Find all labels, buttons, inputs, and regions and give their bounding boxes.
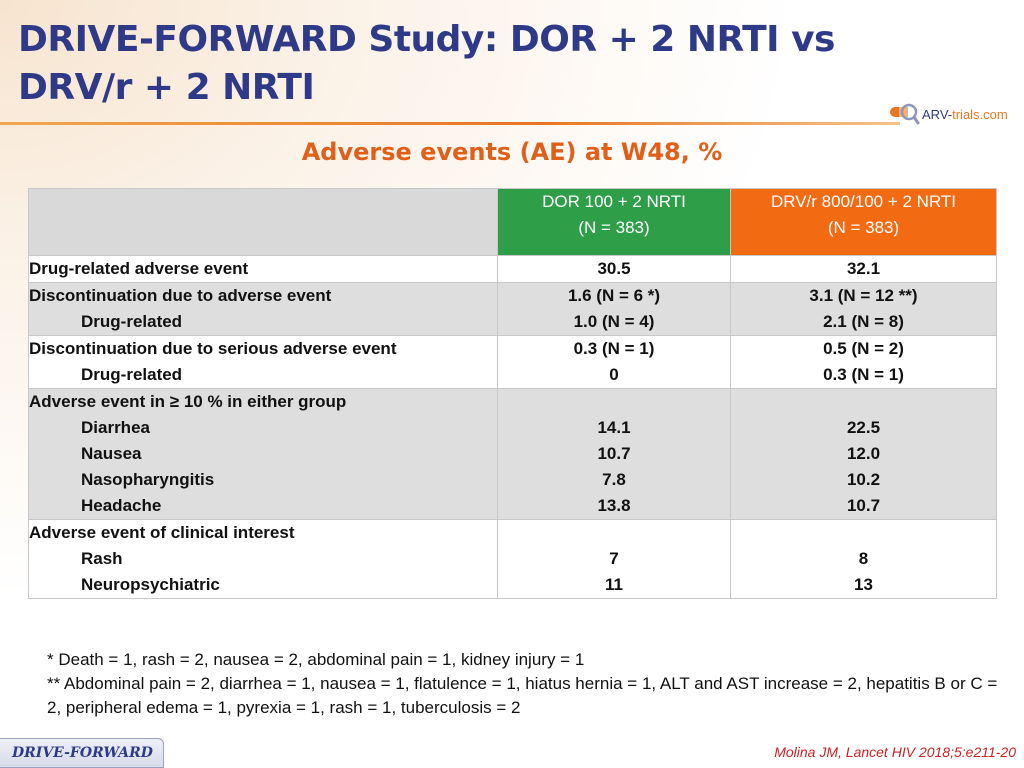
row-label-cell: Adverse event of clinical interest Rash Ne… [28,519,498,599]
cell-value: 13 [854,575,873,594]
row-sublabel: Headache [81,496,162,515]
cell-value [498,389,730,415]
row-label: Discontinuation due to adverse event [29,286,332,305]
header-blank-cell [28,188,498,256]
row-label: Adverse event in ≥ 10 % in either group [29,392,347,411]
table-row: Discontinuation due to serious adverse e… [28,335,997,389]
header-drv-line: (N = 383) [827,218,900,237]
value-cell-dor: 30.5 [497,255,731,283]
cell-value: 8 [858,549,869,568]
cell-value: 30.5 [597,259,631,278]
arv-trials-logo: ARV-trials.com [888,100,1018,128]
header-drv: DRV/r 800/100 + 2 NRTI (N = 383) [730,188,997,256]
cell-value [498,520,730,546]
cell-value: 0.3 (N = 1) [823,365,904,384]
footnote: ** Abdominal pain = 2, diarrhea = 1, nau… [47,674,998,717]
value-cell-dor: 0.3 (N = 1) 0 [497,335,731,389]
value-cell-drv: 22.5 12.0 10.2 10.7 [730,388,997,520]
footnote: * Death = 1, rash = 2, nausea = 2, abdom… [47,650,585,669]
table-row: Discontinuation due to adverse event Drug… [28,282,997,336]
cell-value: 32.1 [846,259,881,278]
cell-value: 11 [605,575,623,594]
cell-value: 0.3 (N = 1) [573,339,655,358]
cell-value: 2.1 (N = 8) [823,312,904,331]
cell-value: 3.1 (N = 12 **) [809,286,918,305]
header-dor: DOR 100 + 2 NRTI (N = 383) [497,188,731,256]
table-row: Adverse event of clinical interest Rash Ne… [28,519,997,599]
cell-value: 22.5 [846,418,881,437]
row-label-cell: Drug-related adverse event [28,255,498,283]
slide-title: DRIVE-FORWARD Study: DOR + 2 NRTI vs DRV… [18,19,835,108]
title-divider [0,122,900,125]
table-row: Drug-related adverse event 30.5 32.1 [28,255,997,283]
row-label-cell: Adverse event in ≥ 10 % in either group D… [28,388,498,520]
cell-value: 14.1 [597,418,631,437]
cell-value: 7.8 [602,470,626,489]
cell-value: 10.7 [597,444,631,463]
row-label-cell: Discontinuation due to adverse event Drug… [28,282,498,336]
value-cell-drv: 3.1 (N = 12 **) 2.1 (N = 8) [730,282,997,336]
row-sublabel: Neuropsychiatric [81,575,220,594]
capsule-magnifier-icon [890,103,920,125]
row-sublabel: Drug-related [81,365,183,384]
adverse-events-table: DOR 100 + 2 NRTI (N = 383) DRV/r 800/100… [28,188,997,599]
value-cell-dor: 7 11 [497,519,731,599]
row-label: Adverse event of clinical interest [29,523,295,542]
table-row: Adverse event in ≥ 10 % in either group D… [28,388,997,520]
logo-prefix: ARV- [922,106,953,122]
header-dor-line: (N = 383) [578,218,650,237]
cell-value [731,389,996,415]
cell-value: 0.5 (N = 2) [823,339,904,358]
logo-text: ARV-trials.com [922,107,1008,122]
value-cell-dor: 14.1 10.7 7.8 13.8 [497,388,731,520]
cell-value: 7 [609,549,619,568]
study-footer-label: DRIVE-FORWARD [12,745,153,761]
cell-value: 1.6 (N = 6 *) [567,286,661,305]
row-label: Discontinuation due to serious adverse e… [29,339,397,358]
row-sublabel: Diarrhea [81,418,150,437]
value-cell-dor: 1.6 (N = 6 *) 1.0 (N = 4) [497,282,731,336]
table-body: Drug-related adverse event 30.5 32.1 Discon… [28,255,997,599]
row-sublabel: Nasopharyngitis [81,470,215,489]
footnotes: * Death = 1, rash = 2, nausea = 2, abdom… [47,648,1007,720]
header-drv-line: DRV/r 800/100 + 2 NRTI [770,192,957,211]
value-cell-drv: 8 13 [730,519,997,599]
cell-value: 12.0 [846,444,881,463]
value-cell-drv: 0.5 (N = 2) 0.3 (N = 1) [730,335,997,389]
logo-middle: trials [952,106,980,122]
value-cell-drv: 32.1 [730,255,997,283]
row-sublabel: Rash [81,549,123,568]
row-label: Drug-related adverse event [29,259,249,278]
study-footer-tab: DRIVE-FORWARD [0,738,164,768]
row-sublabel: Drug-related [81,312,183,331]
row-sublabel: Nausea [81,444,142,463]
cell-value: 10.2 [846,470,881,489]
row-label-cell: Discontinuation due to serious adverse e… [28,335,498,389]
cell-value: 0 [609,365,619,384]
cell-value [731,520,996,546]
header-dor-line: DOR 100 + 2 NRTI [542,192,686,211]
cell-value: 1.0 (N = 4) [573,312,655,331]
cell-value: 10.7 [846,496,881,515]
logo-suffix: .com [979,106,1008,122]
table-subtitle: Adverse events (AE) at W48, % [301,138,723,166]
citation: Molina JM, Lancet HIV 2018;5:e211-20 [774,744,1016,760]
table-header-row: DOR 100 + 2 NRTI (N = 383) DRV/r 800/100… [28,188,997,256]
cell-value: 13.8 [597,496,631,515]
